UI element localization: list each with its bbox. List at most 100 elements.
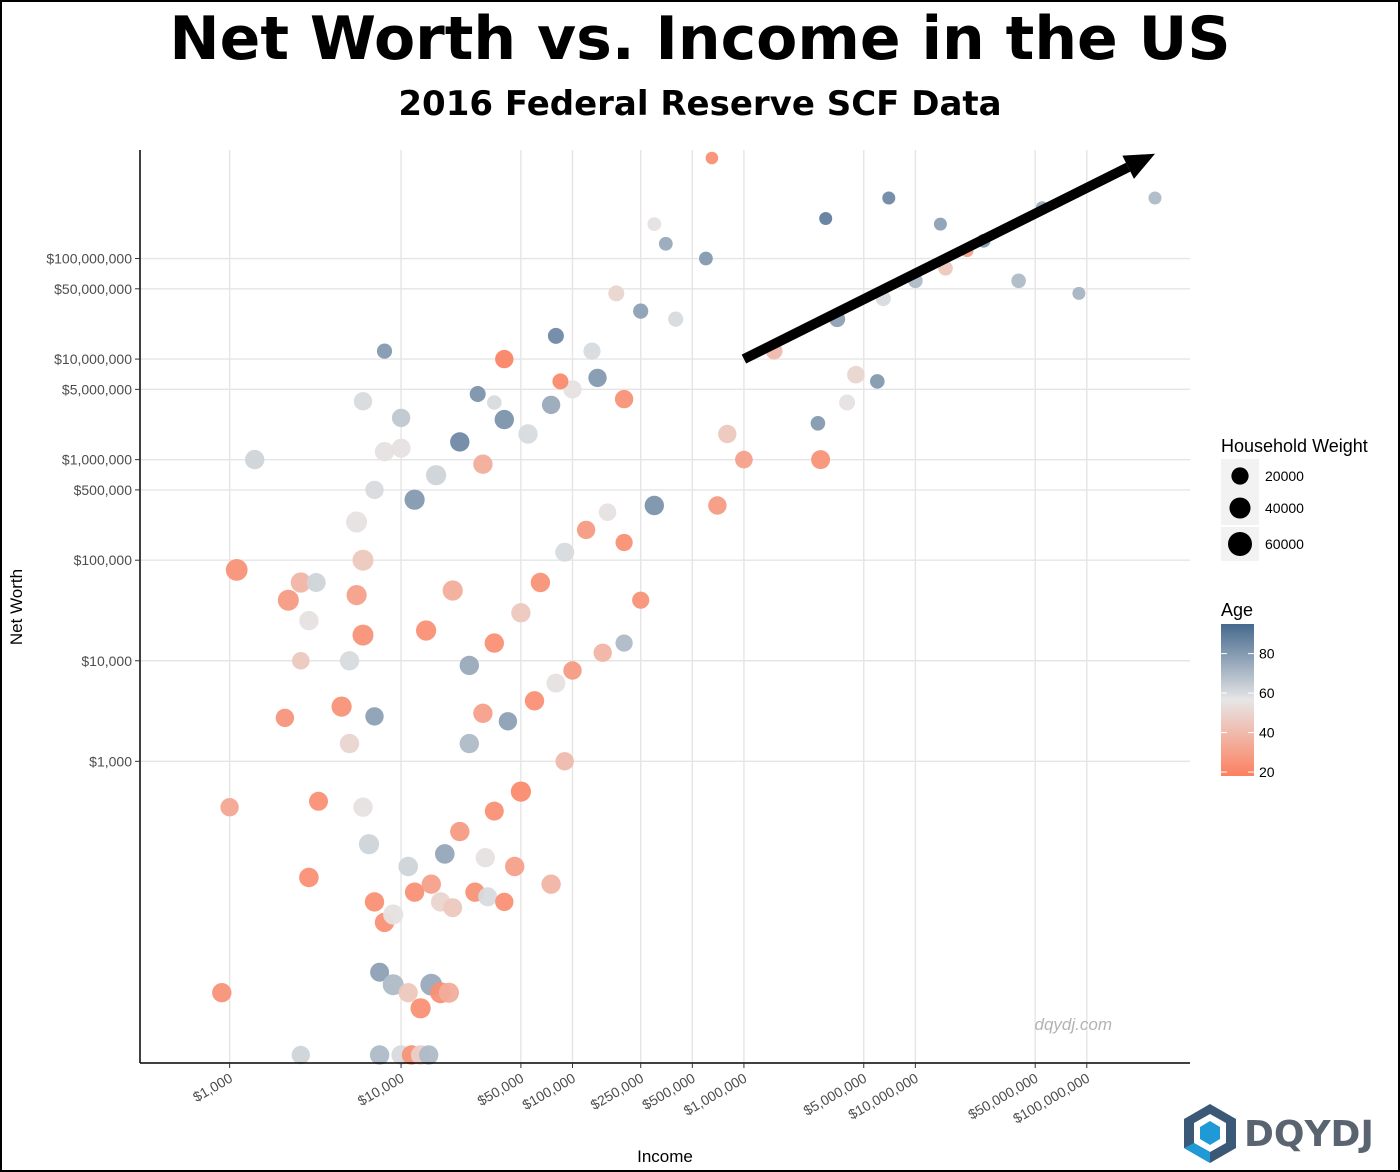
data-point: [615, 634, 633, 652]
data-point: [299, 611, 319, 631]
data-point: [511, 603, 531, 623]
y-tick-label: $50,000,000: [54, 281, 132, 297]
data-point: [306, 573, 326, 592]
data-point: [277, 589, 299, 611]
data-point: [811, 450, 831, 470]
data-point: [352, 549, 374, 571]
data-point: [598, 503, 617, 521]
data-point: [524, 691, 545, 711]
size-legend-label: 40000: [1265, 500, 1304, 516]
data-point: [450, 432, 470, 452]
data-point: [398, 856, 419, 877]
data-point: [442, 580, 463, 601]
data-point: [370, 962, 390, 982]
data-point: [473, 454, 493, 474]
data-point: [438, 982, 459, 1003]
data-point: [632, 591, 650, 609]
data-point: [547, 327, 564, 344]
data-point: [546, 673, 566, 693]
trend-arrow-head: [1122, 153, 1156, 179]
y-tick-label: $100,000: [74, 552, 133, 568]
data-point: [810, 416, 826, 431]
logo-mark-icon: [1184, 1104, 1236, 1163]
data-point: [404, 489, 425, 510]
data-point: [346, 585, 367, 606]
data-point: [426, 465, 447, 486]
brand-name: DQYDJ: [1244, 1114, 1374, 1155]
data-point: [374, 442, 395, 462]
age-legend-label: 80: [1259, 646, 1275, 662]
x-tick-label: $10,000: [355, 1070, 407, 1109]
data-point: [309, 791, 328, 811]
y-tick-label: $1,000,000: [62, 452, 132, 468]
data-point: [583, 342, 601, 360]
size-legend-dot: [1231, 467, 1249, 485]
data-point: [404, 882, 425, 902]
data-point: [555, 752, 574, 771]
size-legend-label: 20000: [1265, 468, 1304, 484]
legend: Household Weight 20000 40000 60000 Age 80 60 40…: [1221, 436, 1368, 780]
data-point: [275, 708, 295, 728]
data-point: [299, 867, 319, 888]
data-point: [365, 480, 384, 500]
data-point: [1072, 286, 1086, 300]
y-tick-label: $500,000: [74, 482, 133, 498]
trend-arrow: [741, 153, 1156, 364]
data-point: [353, 797, 373, 817]
data-point: [459, 733, 479, 754]
data-point: [541, 874, 561, 894]
age-legend-label: 40: [1259, 725, 1275, 741]
size-legend-label: 60000: [1265, 536, 1304, 552]
data-point: [718, 424, 737, 444]
data-point: [1148, 191, 1162, 205]
data-point: [1011, 273, 1026, 289]
data-point: [421, 874, 441, 894]
data-point: [699, 251, 713, 266]
data-point: [847, 365, 865, 384]
data-point: [487, 395, 502, 410]
chart-subtitle: 2016 Federal Reserve SCF Data: [398, 84, 1002, 124]
data-point: [478, 887, 498, 907]
data-point: [410, 998, 431, 1019]
data-point: [469, 386, 486, 402]
data-point: [416, 620, 437, 641]
data-point: [614, 389, 634, 409]
data-point: [331, 696, 352, 717]
data-point: [839, 394, 856, 411]
data-point: [705, 151, 719, 165]
data-point: [245, 449, 265, 470]
data-point: [882, 191, 896, 205]
data-point: [398, 983, 418, 1003]
data-point: [473, 703, 493, 723]
data-point: [668, 311, 684, 327]
y-tick-label: $10,000,000: [54, 351, 132, 367]
data-point: [419, 1045, 439, 1065]
data-point: [593, 643, 612, 662]
data-point: [933, 217, 947, 231]
data-point: [475, 848, 495, 868]
data-point: [391, 438, 411, 458]
data-point: [541, 395, 561, 415]
data-point: [530, 572, 551, 593]
size-legend-title: Household Weight: [1221, 436, 1368, 456]
x-tick-label: $250,000: [588, 1070, 647, 1113]
y-tick-label: $100,000,000: [46, 251, 132, 267]
data-point: [495, 892, 514, 912]
data-point: [518, 424, 538, 444]
data-point: [505, 856, 525, 877]
data-point: [346, 511, 368, 533]
data-point: [352, 624, 374, 646]
data-point: [552, 373, 569, 390]
data-point: [339, 651, 360, 671]
data-point: [383, 904, 404, 925]
x-axis-title: Income: [637, 1147, 693, 1166]
data-points: [212, 151, 1162, 1065]
y-tick-label: $1,000: [89, 753, 132, 769]
data-point: [358, 834, 380, 855]
data-point: [459, 655, 479, 676]
x-tick-label: $1,000: [190, 1070, 235, 1105]
data-point: [443, 898, 463, 918]
x-tick-label: $50,000: [475, 1070, 527, 1109]
